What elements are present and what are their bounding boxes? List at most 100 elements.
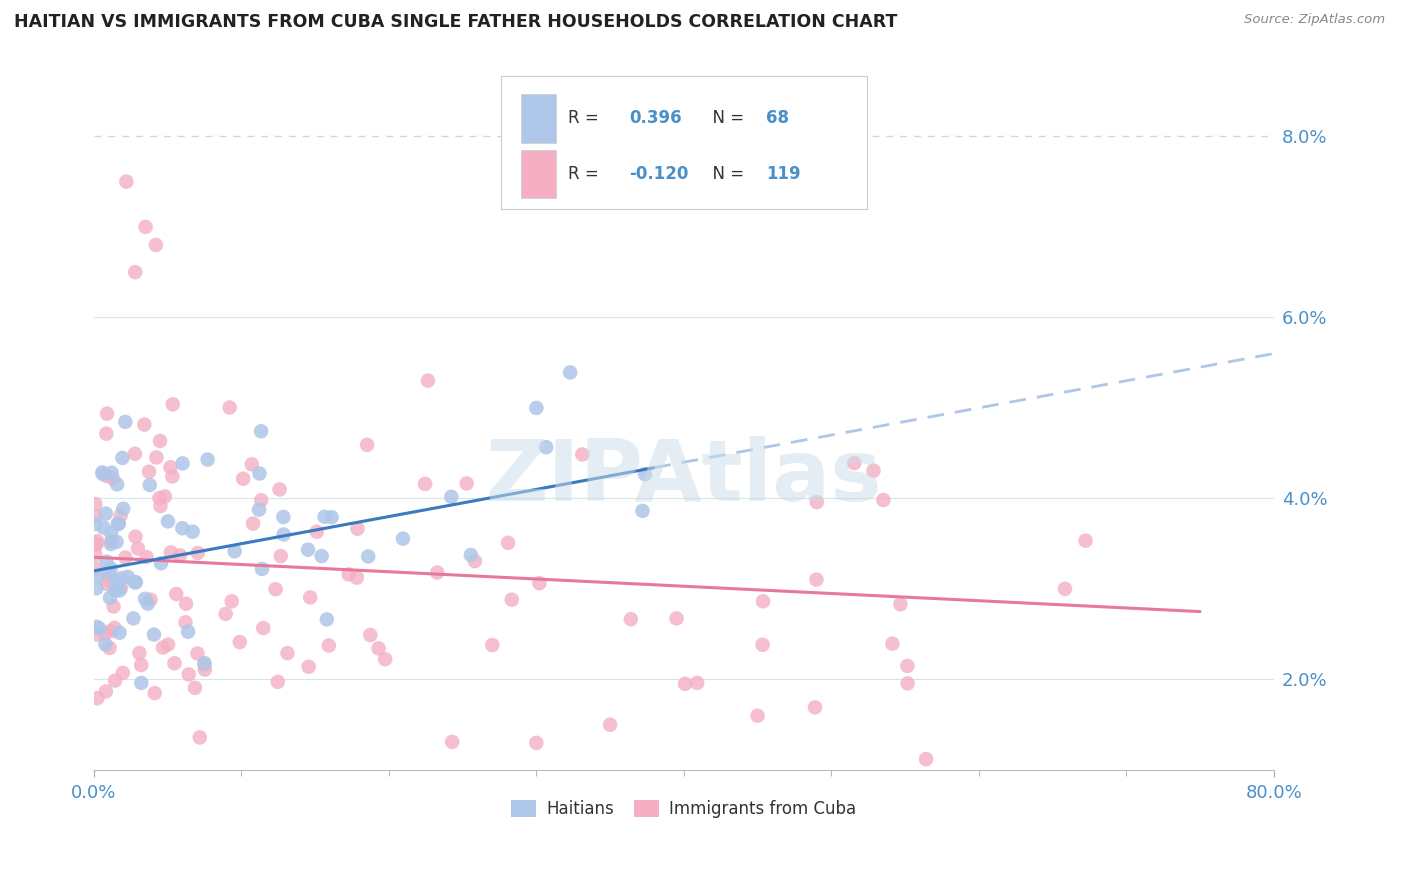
Point: [91, 467, 114, 481]
Point: [163, 657, 186, 671]
Point: [456, 476, 478, 491]
Point: [129, 658, 152, 673]
Point: [862, 464, 884, 478]
Point: [86, 534, 108, 549]
Point: [93, 520, 115, 534]
Point: [184, 681, 207, 695]
Point: [149, 434, 172, 448]
Point: [115, 175, 138, 189]
Point: [105, 573, 128, 587]
Point: [193, 657, 215, 672]
Text: 68: 68: [766, 110, 789, 128]
Point: [150, 556, 173, 570]
FancyBboxPatch shape: [522, 150, 557, 198]
Point: [250, 493, 273, 508]
Point: [139, 478, 162, 492]
Point: [162, 397, 184, 411]
Point: [156, 514, 179, 528]
Point: [247, 502, 270, 516]
Point: [665, 611, 688, 625]
Point: [139, 592, 162, 607]
Point: [232, 472, 254, 486]
Point: [94, 626, 117, 640]
Point: [250, 562, 273, 576]
Point: [806, 495, 828, 509]
Point: [481, 638, 503, 652]
Point: [686, 676, 709, 690]
Point: [197, 452, 219, 467]
Point: [252, 621, 274, 635]
Point: [91, 466, 114, 480]
Point: [114, 415, 136, 429]
Point: [177, 667, 200, 681]
Point: [311, 549, 333, 563]
Point: [134, 417, 156, 432]
Point: [162, 469, 184, 483]
Point: [187, 546, 209, 560]
Text: R =: R =: [568, 165, 605, 183]
Text: 0.396: 0.396: [630, 110, 682, 128]
Point: [100, 533, 122, 548]
Point: [94, 507, 117, 521]
Point: [114, 550, 136, 565]
Point: [524, 401, 547, 415]
Point: [96, 469, 118, 483]
Point: [374, 652, 396, 666]
Point: [105, 534, 128, 549]
Point: [224, 544, 246, 558]
Point: [110, 571, 132, 585]
Point: [673, 677, 696, 691]
Point: [240, 458, 263, 472]
Point: [104, 673, 127, 688]
Text: Source: ZipAtlas.com: Source: ZipAtlas.com: [1244, 13, 1385, 27]
Point: [110, 508, 132, 523]
Point: [101, 471, 124, 485]
Point: [86, 582, 108, 596]
Point: [314, 509, 336, 524]
Point: [620, 612, 643, 626]
Text: N =: N =: [702, 165, 749, 183]
Point: [145, 238, 167, 252]
Point: [111, 450, 134, 465]
Point: [98, 591, 121, 605]
Point: [264, 582, 287, 597]
Point: [297, 542, 319, 557]
Point: [107, 516, 129, 531]
Point: [97, 572, 120, 586]
Point: [889, 597, 911, 611]
Point: [96, 555, 118, 569]
Point: [124, 530, 146, 544]
Point: [229, 635, 252, 649]
Point: [131, 676, 153, 690]
Point: [1053, 582, 1076, 596]
Point: [143, 686, 166, 700]
Point: [215, 607, 238, 621]
Point: [634, 467, 657, 482]
Point: [128, 646, 150, 660]
FancyBboxPatch shape: [501, 77, 866, 209]
Point: [273, 510, 295, 524]
Point: [157, 638, 180, 652]
Point: [752, 594, 775, 608]
Point: [367, 641, 389, 656]
Point: [124, 575, 146, 590]
Point: [135, 550, 157, 565]
Point: [357, 549, 380, 564]
Point: [108, 625, 131, 640]
Point: [136, 597, 159, 611]
Point: [631, 504, 654, 518]
Point: [152, 640, 174, 655]
Point: [882, 637, 904, 651]
Point: [599, 717, 621, 731]
Point: [124, 265, 146, 279]
Point: [165, 587, 187, 601]
Point: [501, 592, 523, 607]
Point: [135, 219, 157, 234]
Point: [96, 407, 118, 421]
Point: [188, 731, 211, 745]
Point: [160, 545, 183, 559]
Point: [804, 700, 827, 714]
Point: [149, 499, 172, 513]
Point: [159, 460, 181, 475]
Point: [193, 656, 215, 670]
